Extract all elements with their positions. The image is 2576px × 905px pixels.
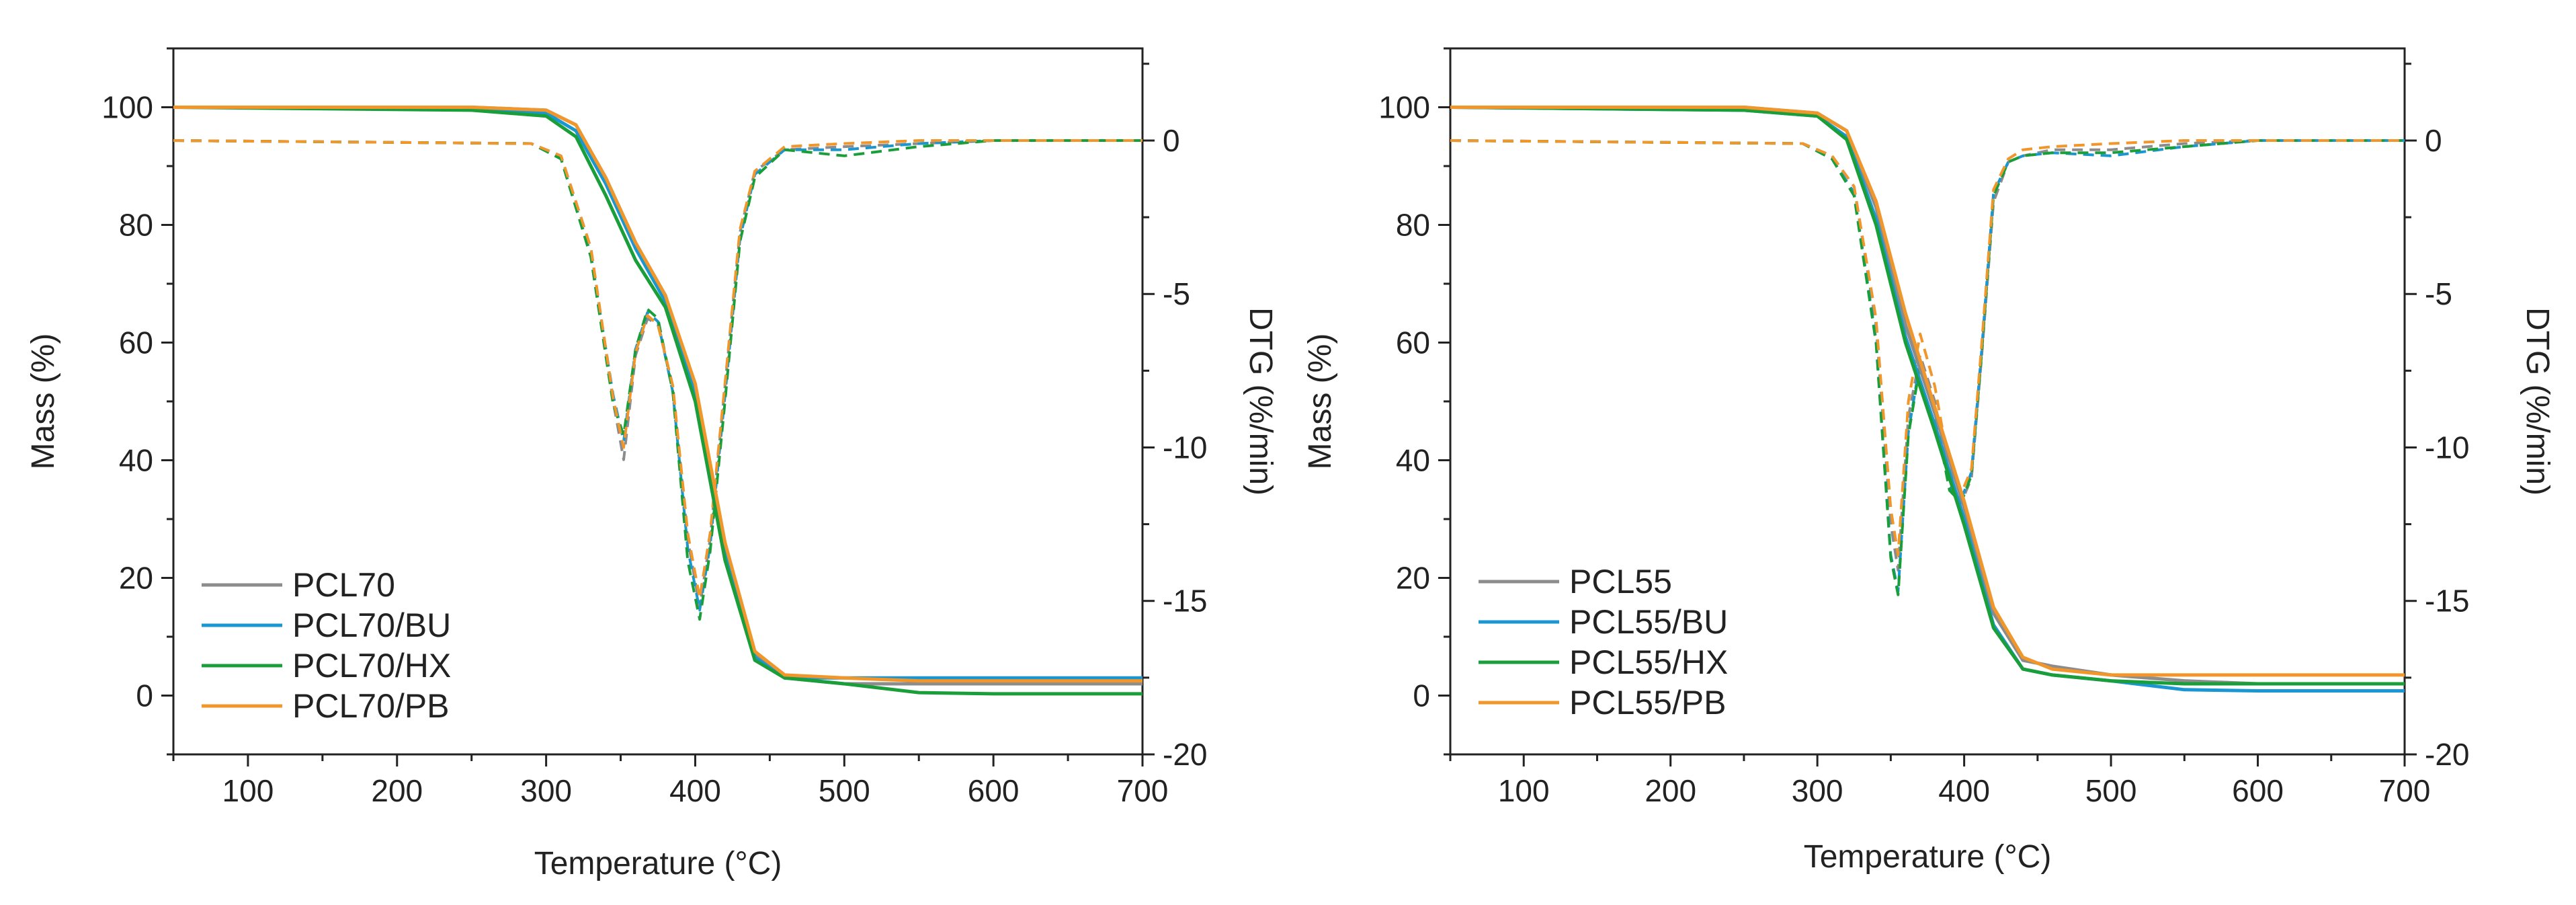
- dtg-line-pcl55-pb: [1450, 139, 2405, 557]
- x-tick-label: 100: [222, 773, 274, 808]
- x-tick-label: 500: [819, 773, 870, 808]
- y-tick-label: 60: [119, 325, 153, 360]
- chart-panel-right: 100 200 300 400 500 600 700 0 20 40 60 80 100 0 -5 -1…: [1302, 47, 2555, 875]
- y2-tick-label: -20: [1163, 737, 1207, 772]
- y-tick-label: 0: [1413, 678, 1430, 713]
- dtg-series-group: [173, 139, 1142, 621]
- mass-series-group: [1450, 106, 2405, 693]
- y2-axis-title: DTG (%/min): [2520, 307, 2555, 496]
- legend-label: PCL70: [292, 566, 395, 604]
- y-tick-label: 80: [119, 208, 153, 243]
- y2-tick-label: 0: [1163, 123, 1180, 158]
- dtg-line-pcl70-pb: [173, 139, 1142, 600]
- mass-line-pcl70-bu: [173, 106, 1142, 680]
- legend-label: PCL70/BU: [292, 606, 451, 644]
- y2-tick-label: -15: [1163, 584, 1207, 619]
- legend-label: PCL55/BU: [1569, 603, 1728, 641]
- y-tick-label: 100: [1378, 90, 1430, 125]
- y-tick-label: 100: [101, 90, 153, 125]
- x-tick-label: 600: [2232, 773, 2284, 808]
- x-axis-ticks: 100 200 300 400 500 600 700: [172, 754, 1169, 808]
- x-tick-label: 500: [2085, 773, 2137, 808]
- y2-tick-label: -10: [2425, 430, 2469, 465]
- x-axis-title: Temperature (°C): [1804, 839, 2052, 875]
- y-axis-title: Mass (%): [1302, 333, 1338, 470]
- y-tick-label: 0: [136, 678, 153, 713]
- mass-series-group: [173, 106, 1142, 696]
- mass-line-pcl70-pb: [173, 106, 1142, 683]
- legend-label: PCL55: [1569, 563, 1672, 600]
- y-tick-label: 20: [119, 561, 153, 596]
- x-tick-label: 700: [2379, 773, 2431, 808]
- y2-tick-label: -5: [2425, 276, 2452, 311]
- y2-tick-label: -15: [2425, 584, 2469, 619]
- dtg-line-pcl55-hx: [1450, 139, 2405, 596]
- x-tick-label: 300: [520, 773, 572, 808]
- y2-axis-ticks: 0 -5 -10 -15 -20: [2405, 63, 2469, 772]
- legend-label: PCL55/HX: [1569, 643, 1728, 681]
- x-tick-label: 700: [1117, 773, 1169, 808]
- legend-label: PCL55/PB: [1569, 684, 1726, 721]
- y-tick-label: 40: [1396, 443, 1430, 478]
- y-tick-label: 80: [1396, 208, 1430, 243]
- x-tick-label: 200: [1645, 773, 1696, 808]
- y-axis-ticks: 0 20 40 60 80 100: [101, 47, 173, 756]
- mass-line-pcl70-hx: [173, 106, 1142, 696]
- x-tick-label: 100: [1498, 773, 1550, 808]
- y-tick-label: 20: [1396, 561, 1430, 596]
- y-tick-label: 40: [119, 443, 153, 478]
- y-axis-ticks: 0 20 40 60 80 100: [1378, 47, 1450, 756]
- y2-tick-label: 0: [2425, 123, 2442, 158]
- legend-label: PCL70/HX: [292, 647, 451, 684]
- y2-axis-title: DTG (%/min): [1243, 307, 1278, 496]
- y2-tick-label: -20: [2425, 737, 2469, 772]
- x-tick-label: 600: [968, 773, 1020, 808]
- x-tick-label: 200: [371, 773, 423, 808]
- x-tick-label: 400: [669, 773, 721, 808]
- mass-line-pcl55-pb: [1450, 106, 2405, 677]
- y2-tick-label: -10: [1163, 430, 1207, 465]
- x-axis-title: Temperature (°C): [534, 846, 782, 881]
- y2-tick-label: -5: [1163, 276, 1190, 311]
- mass-line-pcl55-hx: [1450, 106, 2405, 686]
- legend-label: PCL70/PB: [292, 687, 449, 725]
- y2-axis-ticks: 0 -5 -10 -15 -20: [1142, 63, 1207, 772]
- x-tick-label: 400: [1938, 773, 1990, 808]
- y-tick-label: 60: [1396, 325, 1430, 360]
- x-tick-label: 300: [1792, 773, 1843, 808]
- x-axis-ticks: 100 200 300 400 500 600 700: [1449, 754, 2431, 808]
- chart-panel-left: 100 200 300 400 500 600 700 0 20 40 60 80 100 0 -5 -1…: [26, 47, 1278, 881]
- y-axis-title: Mass (%): [26, 333, 61, 470]
